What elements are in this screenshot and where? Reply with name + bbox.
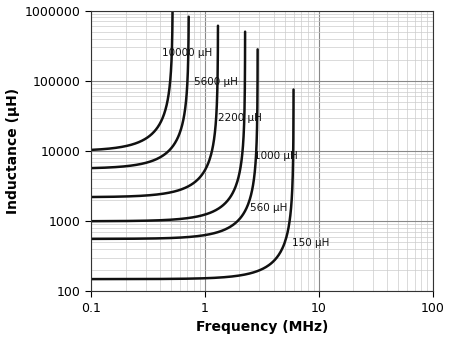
Text: 560 μH: 560 μH bbox=[250, 203, 288, 213]
Text: 1000 μH: 1000 μH bbox=[254, 151, 298, 161]
Text: 2200 μH: 2200 μH bbox=[218, 113, 262, 122]
Text: 150 μH: 150 μH bbox=[292, 238, 329, 248]
Y-axis label: Inductance (μH): Inductance (μH) bbox=[5, 88, 19, 214]
Text: 10000 μH: 10000 μH bbox=[162, 48, 212, 58]
X-axis label: Frequency (MHz): Frequency (MHz) bbox=[196, 320, 328, 335]
Text: 5600 μH: 5600 μH bbox=[194, 77, 238, 87]
